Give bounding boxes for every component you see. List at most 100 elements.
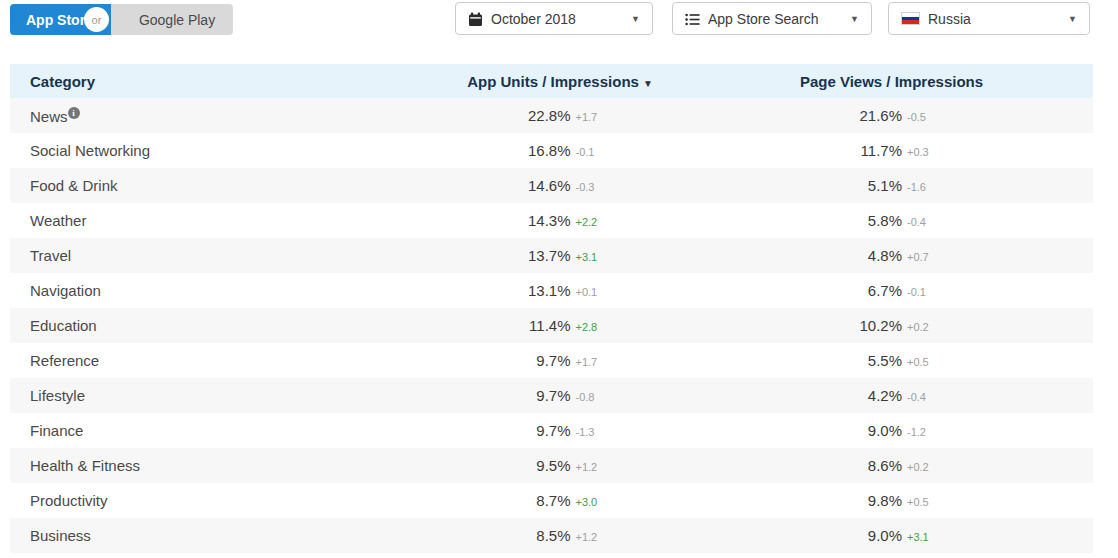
page-views-delta: -0.4 (907, 391, 953, 403)
category-label: Finance (30, 422, 83, 439)
chevron-down-icon: ▼ (850, 14, 859, 24)
country-dropdown[interactable]: Russia ▼ (888, 2, 1090, 35)
russia-flag-icon (901, 12, 920, 25)
category-label: Lifestyle (30, 387, 85, 404)
category-label: Social Networking (30, 142, 150, 159)
app-units-value: 13.1% (499, 282, 571, 299)
page-views-value: 8.6% (830, 457, 902, 474)
page-views-value: 9.8% (830, 492, 902, 509)
page-views-value: 10.2% (830, 317, 902, 334)
page-views-value: 11.7% (830, 142, 902, 159)
app-units-delta: +0.1 (576, 286, 622, 298)
info-icon[interactable]: i (68, 107, 80, 119)
app-units-value: 22.8% (499, 107, 571, 124)
table-header-row: Category App Units / Impressions ▼ Page V… (10, 64, 1093, 98)
sort-desc-icon[interactable]: ▼ (643, 78, 653, 89)
page-views-value: 5.5% (830, 352, 902, 369)
month-dropdown-value: October 2018 (491, 11, 625, 27)
page-views-value: 5.1% (830, 177, 902, 194)
category-label: Navigation (30, 282, 101, 299)
page-views-delta: +0.2 (907, 461, 953, 473)
app-units-delta: +1.7 (576, 111, 622, 123)
calendar-icon (468, 10, 483, 27)
page-views-value: 5.8% (830, 212, 902, 229)
google-play-toggle-button[interactable]: Google Play (111, 4, 233, 35)
table-row[interactable]: Navigationi 13.1% +0.1 6.7% -0.1 (10, 273, 1093, 308)
app-units-delta: +3.0 (576, 496, 622, 508)
app-units-value: 16.8% (499, 142, 571, 159)
app-units-delta: +1.2 (576, 531, 622, 543)
page-views-delta: -1.2 (907, 426, 953, 438)
app-units-delta: -0.8 (576, 391, 622, 403)
table-row[interactable]: Social Networkingi 16.8% -0.1 11.7% +0.3 (10, 133, 1093, 168)
header-app-units[interactable]: App Units / Impressions ▼ (430, 73, 690, 90)
page-views-value: 4.2% (830, 387, 902, 404)
app-units-delta: +3.1 (576, 251, 622, 263)
page-views-delta: +0.5 (907, 356, 953, 368)
app-units-delta: +1.2 (576, 461, 622, 473)
page-views-value: 9.0% (830, 422, 902, 439)
app-units-value: 8.5% (499, 527, 571, 544)
page-views-delta: -0.4 (907, 216, 953, 228)
table-row[interactable]: Health & Fitnessi 9.5% +1.2 8.6% +0.2 (10, 448, 1093, 483)
table-row[interactable]: Newsi 22.8% +1.7 21.6% -0.5 (10, 98, 1093, 133)
app-units-value: 14.6% (499, 177, 571, 194)
category-label: News (30, 108, 68, 125)
app-units-value: 9.5% (499, 457, 571, 474)
app-units-value: 11.4% (499, 317, 571, 334)
app-units-delta: +2.2 (576, 216, 622, 228)
category-label: Productivity (30, 492, 108, 509)
app-units-value: 9.7% (499, 352, 571, 369)
page-views-delta: +0.3 (907, 146, 953, 158)
country-dropdown-value: Russia (928, 11, 1062, 27)
app-units-value: 9.7% (499, 422, 571, 439)
month-dropdown[interactable]: October 2018 ▼ (455, 2, 653, 35)
page-views-value: 6.7% (830, 282, 902, 299)
header-page-views-label: Page Views / Impressions (800, 73, 983, 90)
table-row[interactable]: Educationi 11.4% +2.8 10.2% +0.2 (10, 308, 1093, 343)
app-units-delta: -1.3 (576, 426, 622, 438)
table-row[interactable]: Traveli 13.7% +3.1 4.8% +0.7 (10, 238, 1093, 273)
app-units-value: 14.3% (499, 212, 571, 229)
table-row[interactable]: Productivityi 8.7% +3.0 9.8% +0.5 (10, 483, 1093, 518)
category-label: Travel (30, 247, 71, 264)
page-views-delta: -0.5 (907, 111, 953, 123)
table-row[interactable]: Lifestylei 9.7% -0.8 4.2% -0.4 (10, 378, 1093, 413)
list-icon (685, 11, 700, 27)
category-label: Health & Fitness (30, 457, 140, 474)
table-row[interactable]: Weatheri 14.3% +2.2 5.8% -0.4 (10, 203, 1093, 238)
header-app-units-label: App Units / Impressions (467, 73, 639, 90)
app-units-delta: -0.3 (576, 181, 622, 193)
page-views-value: 9.0% (830, 527, 902, 544)
page-views-value: 21.6% (830, 107, 902, 124)
app-units-delta: +1.7 (576, 356, 622, 368)
chevron-down-icon: ▼ (631, 14, 640, 24)
app-units-value: 13.7% (499, 247, 571, 264)
category-label: Education (30, 317, 97, 334)
page-views-delta: +0.5 (907, 496, 953, 508)
category-label: Weather (30, 212, 86, 229)
header-category[interactable]: Category (10, 73, 430, 90)
page-views-delta: +0.7 (907, 251, 953, 263)
page-views-value: 4.8% (830, 247, 902, 264)
page-views-delta: +0.2 (907, 321, 953, 333)
table-row[interactable]: Food & Drinki 14.6% -0.3 5.1% -1.6 (10, 168, 1093, 203)
app-units-delta: +2.8 (576, 321, 622, 333)
page-views-delta: +3.1 (907, 531, 953, 543)
app-units-value: 9.7% (499, 387, 571, 404)
page-views-delta: -1.6 (907, 181, 953, 193)
app-units-delta: -0.1 (576, 146, 622, 158)
source-dropdown[interactable]: App Store Search ▼ (672, 2, 872, 35)
chevron-down-icon: ▼ (1068, 14, 1077, 24)
header-page-views[interactable]: Page Views / Impressions (690, 73, 1093, 90)
store-toggle: App Store or Google Play (10, 4, 233, 35)
or-badge: or (84, 7, 109, 32)
table-row[interactable]: Businessi 8.5% +1.2 9.0% +3.1 (10, 518, 1093, 553)
table-row[interactable]: Financei 9.7% -1.3 9.0% -1.2 (10, 413, 1093, 448)
category-label: Food & Drink (30, 177, 118, 194)
table-row[interactable]: Referencei 9.7% +1.7 5.5% +0.5 (10, 343, 1093, 378)
category-label: Business (30, 527, 91, 544)
category-table: Category App Units / Impressions ▼ Page V… (10, 64, 1093, 553)
page-views-delta: -0.1 (907, 286, 953, 298)
table-body: Newsi 22.8% +1.7 21.6% -0.5 Social Netwo… (10, 98, 1093, 553)
